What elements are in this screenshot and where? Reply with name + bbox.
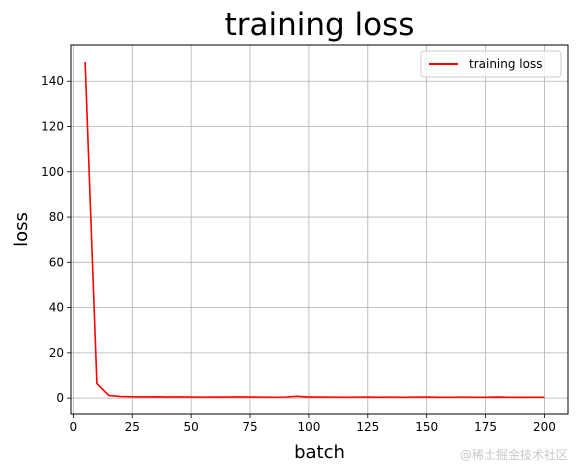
y-tick-label: 20 xyxy=(49,346,64,360)
plot-frame xyxy=(70,44,569,415)
y-tick-label: 80 xyxy=(49,210,64,224)
y-axis-label: loss xyxy=(11,212,32,247)
series-layer xyxy=(84,61,545,399)
chart-title: training loss xyxy=(225,7,415,43)
series-line-training-loss xyxy=(84,61,545,399)
x-tick-label: 25 xyxy=(125,420,140,434)
legend-box xyxy=(420,50,562,78)
x-tick-label: 125 xyxy=(356,420,379,434)
y-tick-label: 140 xyxy=(41,74,64,88)
y-tick-label: 40 xyxy=(49,301,64,315)
y-tick-label: 0 xyxy=(56,391,64,405)
x-tick-label: 150 xyxy=(415,420,438,434)
ticks: 0 25 50 75 100 125 150 175 200 0 20 40 60 80 100 120 140 xyxy=(41,74,556,434)
legend: training loss xyxy=(420,50,562,78)
x-tick-label: 175 xyxy=(474,420,497,434)
x-tick-label: 75 xyxy=(242,420,257,434)
grid xyxy=(71,45,568,414)
x-axis-label: batch xyxy=(294,442,345,463)
x-tick-label: 0 xyxy=(70,420,78,434)
x-tick-label: 200 xyxy=(533,420,556,434)
x-tick-label: 100 xyxy=(297,420,320,434)
legend-entry-training-loss: training loss xyxy=(469,57,542,71)
watermark: @稀土掘金技术社区 xyxy=(459,448,568,462)
y-tick-label: 120 xyxy=(41,119,64,133)
x-tick-label: 50 xyxy=(183,420,198,434)
y-tick-label: 60 xyxy=(49,255,64,269)
y-tick-label: 100 xyxy=(41,165,64,179)
